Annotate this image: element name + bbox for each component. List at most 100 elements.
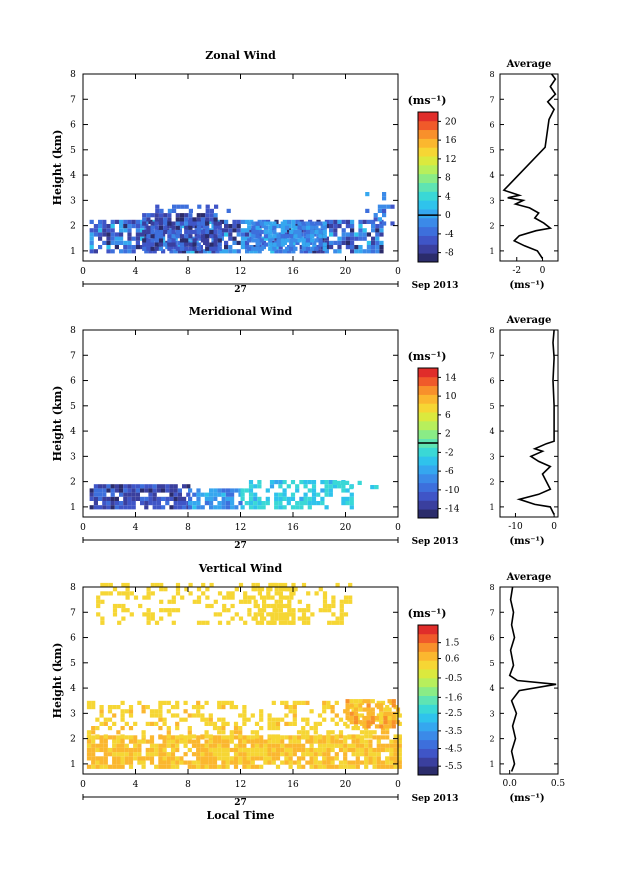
heatmap-cell (166, 760, 171, 765)
heatmap-cell (376, 752, 381, 757)
heatmap-cell (179, 739, 184, 744)
heatmap-cell (129, 612, 134, 617)
heatmap-cell (161, 236, 166, 241)
heatmap-cell (171, 238, 176, 243)
heatmap-cell (275, 734, 281, 739)
heatmap-cell (299, 496, 304, 501)
heatmap-cell (201, 582, 206, 588)
heatmap-cell (391, 724, 396, 729)
heatmap-cell (209, 208, 214, 213)
heatmap-cell (337, 224, 342, 229)
colorbar-swatch (418, 766, 438, 776)
heatmap-cell (349, 485, 354, 490)
heatmap-cell (284, 705, 289, 710)
heatmap-cell (355, 764, 360, 769)
heatmap-cell (221, 756, 226, 761)
heatmap-cell (124, 735, 129, 740)
heatmap-cell (146, 246, 151, 251)
heatmap-cell (397, 760, 402, 765)
heatmap-cell (339, 616, 344, 621)
heatmap-cell (175, 591, 181, 596)
heatmap-cell (98, 492, 103, 497)
heatmap-cell (271, 756, 276, 761)
heatmap-cell (110, 219, 115, 224)
heatmap-cell (355, 747, 360, 753)
heatmap-cell (301, 726, 306, 731)
heatmap-cell (275, 739, 281, 744)
heatmap-cell (282, 505, 287, 510)
heatmap-cell (102, 224, 107, 229)
heatmap-cell (295, 488, 300, 493)
colorbar-swatch (418, 739, 438, 749)
heatmap-cell (370, 715, 375, 721)
heatmap-cell (376, 739, 381, 744)
average-y-tick-label: 7 (489, 351, 494, 360)
heatmap-cell (86, 730, 92, 735)
heatmap-cell (366, 245, 371, 250)
heatmap-cell (341, 232, 346, 237)
heatmap-cell (119, 501, 124, 506)
heatmap-cell (177, 505, 182, 510)
heatmap-cell (205, 620, 210, 625)
heatmap-cell (119, 224, 124, 229)
heatmap-cell (228, 224, 233, 229)
heatmap-cell (313, 752, 318, 757)
heatmap-cell (351, 739, 356, 744)
heatmap-cell (123, 249, 128, 254)
heatmap-cell (278, 620, 283, 625)
heatmap-cell (204, 721, 209, 726)
heatmap-cell (170, 764, 176, 769)
heatmap-cell (107, 726, 113, 731)
heatmap-cell (89, 219, 94, 224)
heatmap-cell (196, 752, 201, 757)
heatmap-cell (177, 488, 182, 493)
colorbar-tick-label: -10 (445, 486, 460, 496)
heatmap-cell (379, 707, 384, 712)
heatmap-cell (322, 246, 327, 251)
heatmap-cell (184, 204, 189, 209)
heatmap-cell (165, 245, 170, 250)
heatmap-cell (313, 730, 318, 735)
heatmap-cell (274, 505, 279, 510)
heatmap-cell (333, 219, 338, 224)
heatmap-cell (91, 739, 96, 744)
heatmap-cell (284, 752, 289, 757)
heatmap-cell (337, 240, 342, 245)
heatmap-cell (221, 505, 226, 510)
heatmap-cell (397, 739, 402, 744)
heatmap-cells (89, 192, 395, 254)
heatmap-cell (331, 599, 336, 604)
heatmap-cell (98, 245, 103, 250)
heatmap-cell (148, 492, 153, 497)
heatmap-cell (205, 238, 210, 243)
heatmap-cell (292, 705, 297, 710)
colorbar-tick-label: 0 (445, 211, 451, 221)
heatmap-cell (257, 591, 262, 596)
heatmap-cell (107, 717, 113, 722)
heatmap-cell (161, 232, 166, 237)
heatmap-cell (184, 246, 189, 251)
heatmap-cell (196, 488, 201, 493)
x-tick-label: 4 (133, 523, 139, 533)
heatmap-cell (284, 756, 289, 761)
y-tick-label: 6 (70, 121, 76, 131)
heatmap-cell (317, 713, 323, 718)
heatmap-cell (353, 715, 359, 721)
heatmap-cell (322, 603, 328, 609)
heatmap-cell (166, 764, 171, 769)
heatmap-cell (145, 721, 150, 726)
heatmap-cell (379, 703, 384, 708)
heatmap-cell (268, 234, 273, 239)
heatmap-cell (163, 229, 168, 235)
heatmap-cell (371, 228, 376, 233)
heatmap-cell (228, 228, 233, 233)
heatmap-cell (131, 492, 136, 497)
heatmap-cell (309, 764, 314, 769)
heatmap-cell (114, 501, 119, 506)
x-tick-label: 8 (185, 780, 191, 790)
heatmap-cell (326, 747, 331, 753)
heatmap-cell (306, 603, 311, 609)
heatmap-cell (350, 219, 355, 224)
heatmap-cell (146, 608, 151, 613)
heatmap-cell (99, 713, 104, 718)
